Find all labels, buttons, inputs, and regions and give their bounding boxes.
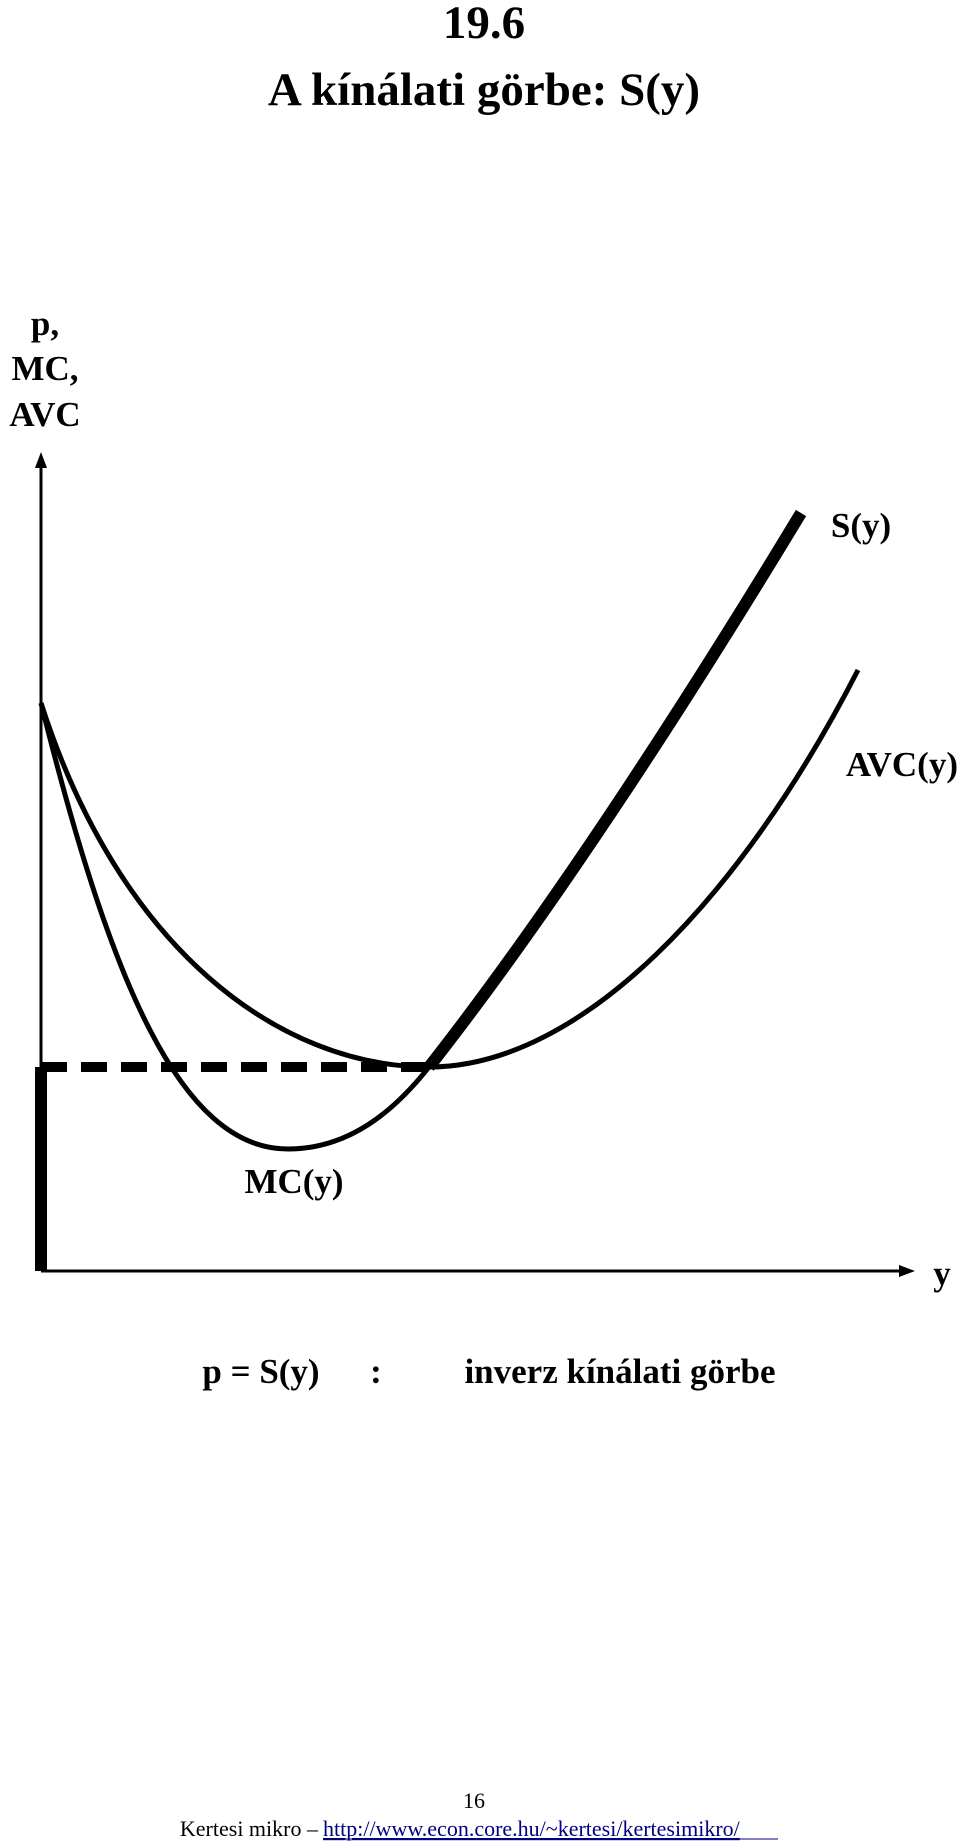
x-axis-label: y [933, 1254, 951, 1293]
axes [35, 452, 915, 1277]
curve-label: MC(y) [244, 1162, 343, 1201]
section-number: 19.6 [443, 0, 525, 49]
y-axis-label: MC, [11, 349, 78, 388]
caption-formula: p = S(y) [202, 1352, 319, 1391]
supply-curve [424, 509, 807, 1071]
avc-curve [38, 668, 861, 1070]
y-axis-label: AVC [9, 395, 80, 434]
footer-link[interactable]: http://www.econ.core.hu/~kertesi/kertesi… [323, 1816, 741, 1841]
curves [35, 509, 861, 1271]
page-number: 16 [463, 1788, 485, 1813]
curve-label: S(y) [831, 506, 891, 545]
footer-author: Kertesi mikro – [180, 1816, 319, 1841]
curve-label: AVC(y) [846, 745, 958, 784]
title: A kínálati görbe: S(y) [268, 64, 700, 116]
mc-curve [38, 702, 431, 1152]
caption-text: inverz kínálati görbe [464, 1352, 775, 1391]
y-axis-label: p, [31, 304, 59, 343]
caption-separator: : [370, 1352, 382, 1391]
